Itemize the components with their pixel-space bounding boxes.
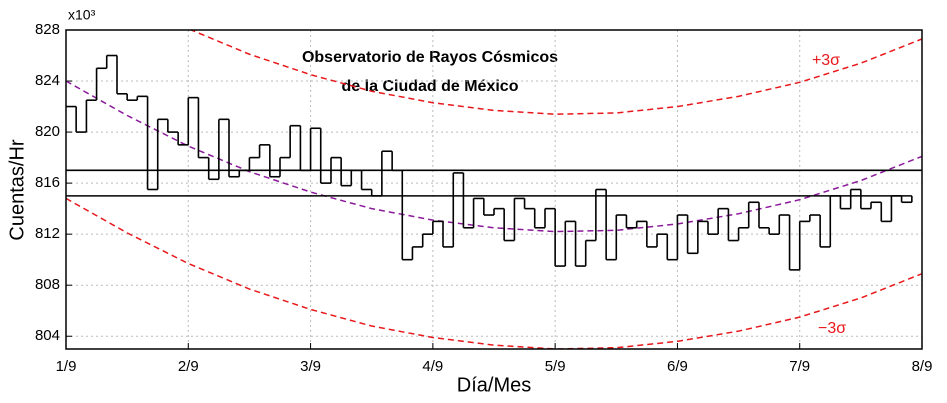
x-tick-label: 1/9 <box>56 358 77 375</box>
y-tick-label: 824 <box>35 72 60 89</box>
y-multiplier: x10³ <box>68 7 96 23</box>
y-tick-label: 820 <box>35 123 60 140</box>
x-tick-label: 4/9 <box>422 358 443 375</box>
chart-subtitle: de la Ciudad de México <box>342 78 519 95</box>
y-axis-label: Cuentas/Hr <box>6 139 28 240</box>
y-tick-label: 816 <box>35 174 60 191</box>
annotation: +3σ <box>812 52 840 69</box>
x-tick-label: 5/9 <box>545 358 566 375</box>
step-riser <box>75 55 913 270</box>
x-tick-label: 7/9 <box>789 358 810 375</box>
y-tick-label: 804 <box>35 327 60 344</box>
x-tick-label: 6/9 <box>667 358 688 375</box>
plot-area <box>66 30 922 349</box>
fit-curve <box>66 80 922 233</box>
y-tick-label: 812 <box>35 225 60 242</box>
chart-title: Observatorio de Rayos Cósmicos <box>302 49 558 66</box>
y-tick-label: 808 <box>35 276 60 293</box>
x-axis-label: Día/Mes <box>457 374 531 396</box>
plot-frame <box>65 29 923 350</box>
annotation: −3σ <box>818 320 846 337</box>
fit-curve <box>189 30 922 115</box>
x-tick-label: 3/9 <box>300 358 321 375</box>
x-tick-label: 8/9 <box>912 358 933 375</box>
y-tick-label: 828 <box>35 21 60 38</box>
x-tick-label: 2/9 <box>178 358 199 375</box>
fit-curve <box>66 197 922 349</box>
